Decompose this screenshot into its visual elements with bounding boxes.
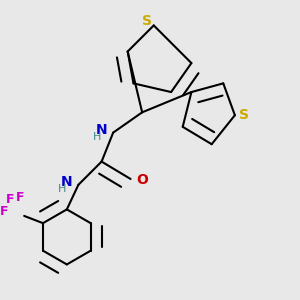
- Text: F: F: [16, 190, 24, 204]
- Text: S: S: [142, 14, 152, 28]
- Text: N: N: [61, 175, 73, 189]
- Text: F: F: [0, 205, 8, 218]
- Text: O: O: [136, 173, 148, 188]
- Text: N: N: [96, 123, 107, 137]
- Text: H: H: [58, 184, 67, 194]
- Text: H: H: [93, 132, 101, 142]
- Text: S: S: [238, 108, 249, 122]
- Text: F: F: [5, 194, 14, 206]
